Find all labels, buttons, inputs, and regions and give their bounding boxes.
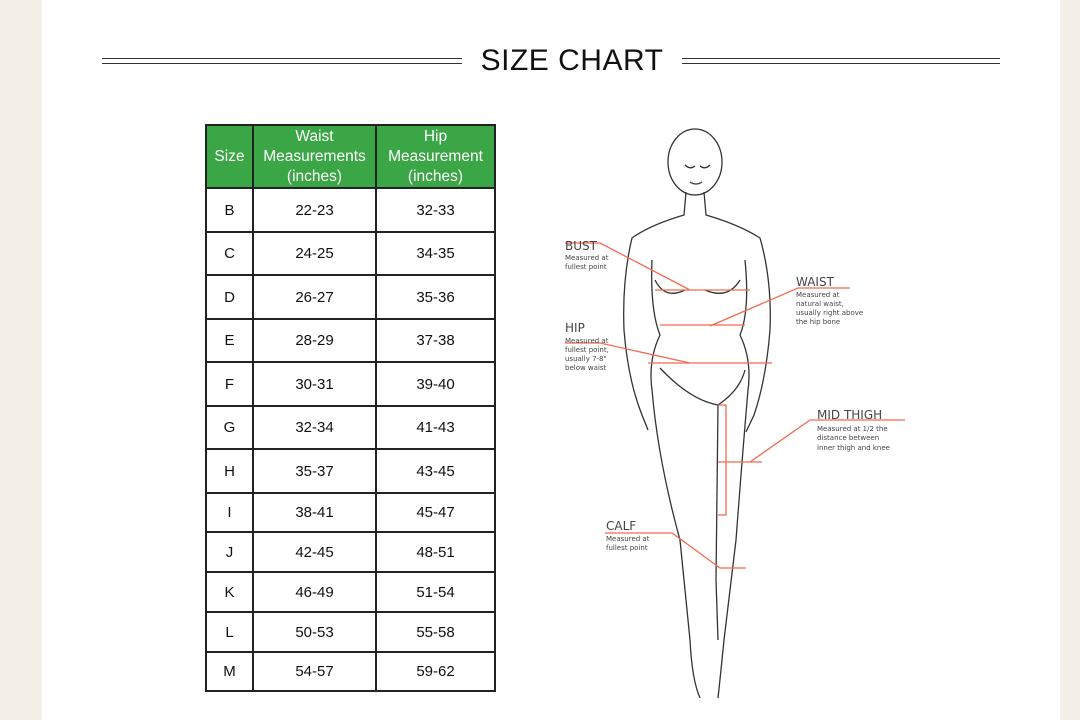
title-rule-right <box>682 58 1000 64</box>
hip-desc: fullest point, <box>565 346 609 354</box>
body-outline <box>623 128 771 699</box>
waist-cell: 30-31 <box>252 361 377 407</box>
header-text: (inches) <box>407 167 464 185</box>
hip-cell: 51-54 <box>375 571 496 613</box>
hip-desc: below waist <box>565 364 607 372</box>
hip-cell: 39-40 <box>375 361 496 407</box>
size-cell: E <box>205 318 254 363</box>
waist-cell: 35-37 <box>252 448 377 494</box>
header-text: Hip <box>423 127 448 145</box>
size-cell: M <box>205 651 254 692</box>
table-row: L 50-53 55-58 <box>205 611 496 653</box>
header-waist: Waist Measurements (inches) <box>252 124 377 189</box>
header-text: Size <box>214 147 245 165</box>
title-rule-left <box>102 58 462 64</box>
table-row: D 26-27 35-36 <box>205 274 496 320</box>
size-cell: G <box>205 405 254 450</box>
size-cell: C <box>205 231 254 276</box>
mid-thigh-desc: Measured at 1/2 the <box>817 425 888 433</box>
header-text: Measurement <box>388 147 483 165</box>
bust-desc: Measured at <box>565 254 609 262</box>
size-cell: I <box>205 492 254 533</box>
waist-cell: 26-27 <box>252 274 377 320</box>
mid-thigh-desc: inner thigh and knee <box>817 444 890 452</box>
waist-desc: Measured at <box>796 291 840 299</box>
header-text: (inches) <box>286 167 343 185</box>
diagram-labels: BUST Measured at fullest point WAIST Mea… <box>565 239 890 552</box>
table-row: E 28-29 37-38 <box>205 318 496 363</box>
waist-cell: 38-41 <box>252 492 377 533</box>
hip-cell: 45-47 <box>375 492 496 533</box>
hip-cell: 43-45 <box>375 448 496 494</box>
table-row: I 38-41 45-47 <box>205 492 496 533</box>
table-row: F 30-31 39-40 <box>205 361 496 407</box>
waist-cell: 42-45 <box>252 531 377 573</box>
header-size: Size <box>205 124 254 189</box>
hip-cell: 32-33 <box>375 187 496 233</box>
size-cell: J <box>205 531 254 573</box>
header-text: Measurements <box>263 147 366 165</box>
page-title: SIZE CHART <box>480 44 664 77</box>
hip-label: HIP <box>565 321 585 335</box>
waist-cell: 22-23 <box>252 187 377 233</box>
hip-cell: 55-58 <box>375 611 496 653</box>
bust-label: BUST <box>565 239 598 253</box>
calf-label: CALF <box>606 519 636 533</box>
waist-cell: 32-34 <box>252 405 377 450</box>
hip-desc: usually 7-8" <box>565 355 607 363</box>
waist-desc: natural waist, <box>796 300 844 308</box>
table-row: J 42-45 48-51 <box>205 531 496 573</box>
hip-cell: 59-62 <box>375 651 496 692</box>
hip-cell: 37-38 <box>375 318 496 363</box>
mid-thigh-desc: distance between <box>817 434 879 442</box>
hip-cell: 41-43 <box>375 405 496 450</box>
table-row: K 46-49 51-54 <box>205 571 496 613</box>
mid-thigh-label: MID THIGH <box>817 408 882 422</box>
calf-desc: fullest point <box>606 544 648 552</box>
waist-cell: 50-53 <box>252 611 377 653</box>
table-row: H 35-37 43-45 <box>205 448 496 494</box>
size-cell: D <box>205 274 254 320</box>
hip-cell: 34-35 <box>375 231 496 276</box>
waist-desc: usually right above <box>796 309 863 317</box>
table-row: B 22-23 32-33 <box>205 187 496 233</box>
hip-desc: Measured at <box>565 337 609 345</box>
hip-cell: 48-51 <box>375 531 496 573</box>
waist-cell: 28-29 <box>252 318 377 363</box>
size-cell: B <box>205 187 254 233</box>
body-measurement-diagram: BUST Measured at fullest point WAIST Mea… <box>565 128 905 699</box>
waist-cell: 24-25 <box>252 231 377 276</box>
hip-cell: 35-36 <box>375 274 496 320</box>
size-cell: L <box>205 611 254 653</box>
size-cell: F <box>205 361 254 407</box>
header-text: Waist <box>295 127 334 145</box>
waist-cell: 54-57 <box>252 651 377 692</box>
table-row: G 32-34 41-43 <box>205 405 496 450</box>
table-row: M 54-57 59-62 <box>205 651 496 692</box>
header-hip: Hip Measurement (inches) <box>375 124 496 189</box>
waist-desc: the hip bone <box>796 318 840 326</box>
waist-cell: 46-49 <box>252 571 377 613</box>
title-bar: SIZE CHART <box>102 40 1000 84</box>
waist-label: WAIST <box>796 275 835 289</box>
bust-desc: fullest point <box>565 263 607 271</box>
calf-desc: Measured at <box>606 535 650 543</box>
table-row: C 24-25 34-35 <box>205 231 496 276</box>
measurement-lines <box>565 242 905 569</box>
size-cell: H <box>205 448 254 494</box>
size-table: Size Waist Measurements (inches) Hip Measurem… <box>205 124 496 692</box>
size-cell: K <box>205 571 254 613</box>
